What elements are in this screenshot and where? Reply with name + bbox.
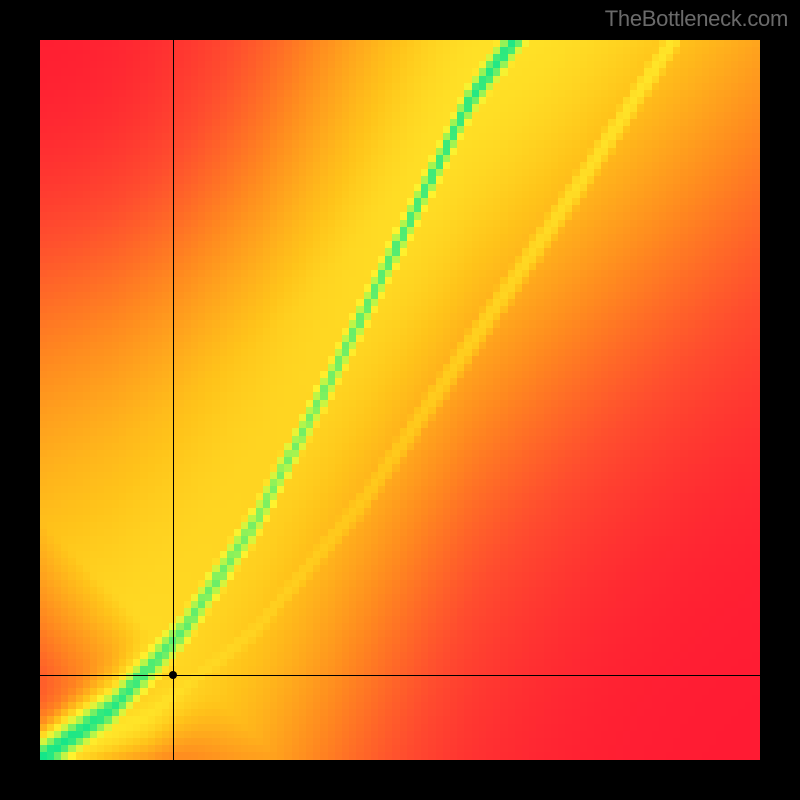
bottleneck-heatmap — [40, 40, 760, 760]
selected-point-marker — [169, 671, 177, 679]
crosshair-horizontal — [40, 675, 760, 676]
heatmap-canvas — [40, 40, 760, 760]
attribution-text: TheBottleneck.com — [605, 6, 788, 32]
crosshair-vertical — [173, 40, 174, 760]
